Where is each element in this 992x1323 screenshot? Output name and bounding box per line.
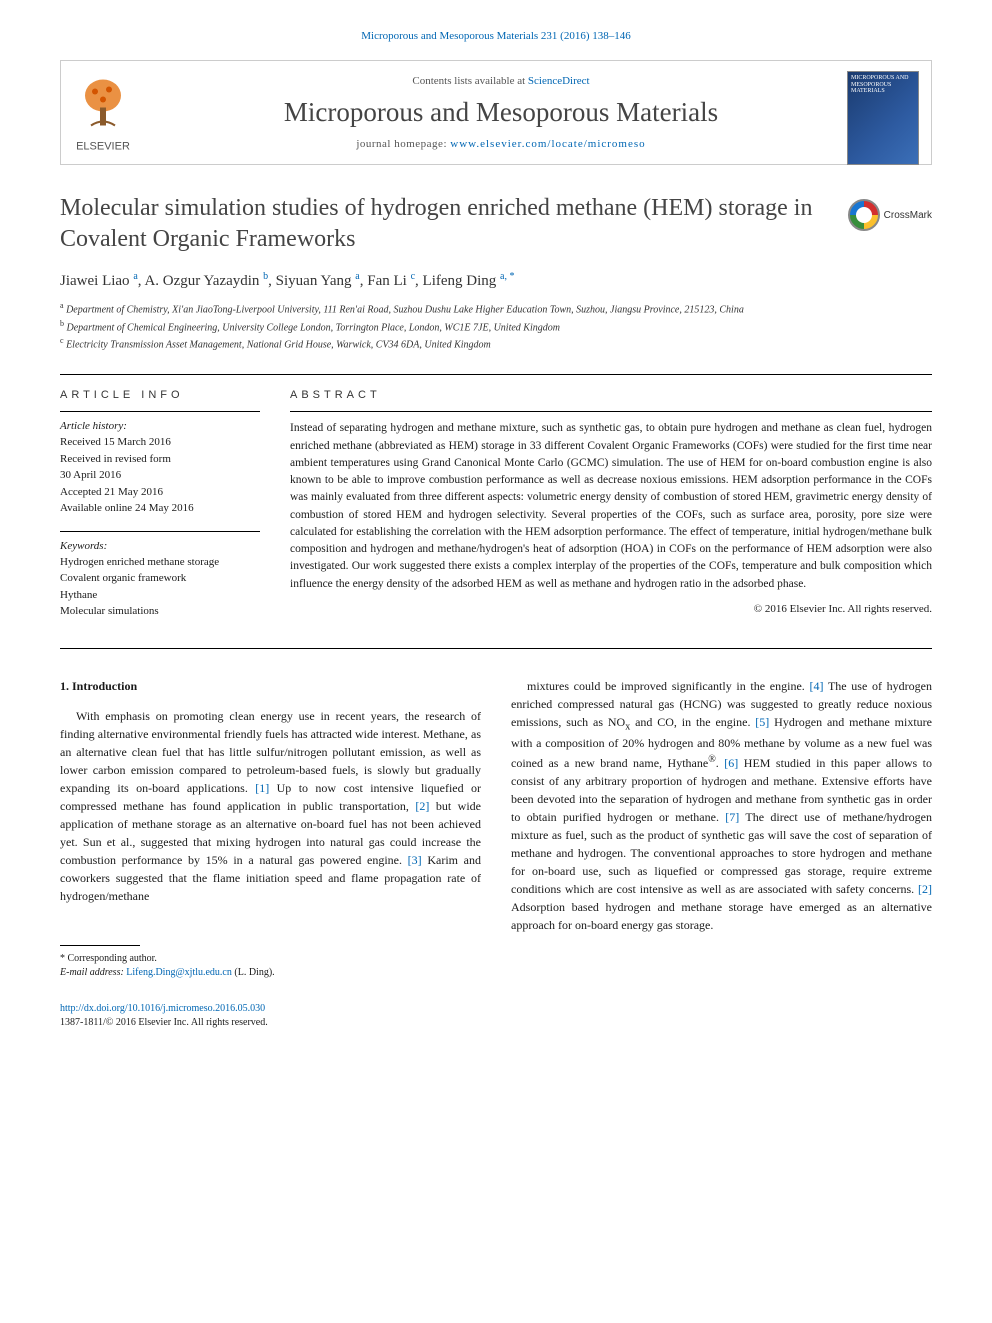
body-paragraph-left: With emphasis on promoting clean energy … bbox=[60, 707, 481, 905]
abstract-copyright: © 2016 Elsevier Inc. All rights reserved… bbox=[290, 603, 932, 615]
history-item: Available online 24 May 2016 bbox=[60, 500, 260, 517]
body-columns: 1. Introduction With emphasis on promoti… bbox=[60, 677, 932, 1030]
cover-title: MICROPOROUS AND MESOPOROUS MATERIALS bbox=[848, 72, 918, 98]
abstract-column: ABSTRACT Instead of separating hydrogen … bbox=[290, 389, 932, 620]
citation-header: Microporous and Mesoporous Materials 231… bbox=[60, 30, 932, 42]
elsevier-tree-icon bbox=[73, 73, 133, 133]
history-item: Received 15 March 2016 bbox=[60, 434, 260, 451]
homepage-link[interactable]: www.elsevier.com/locate/micromeso bbox=[450, 138, 645, 150]
history-list: Received 15 March 2016Received in revise… bbox=[60, 434, 260, 517]
publisher-name: ELSEVIER bbox=[73, 140, 133, 152]
sciencedirect-link[interactable]: ScienceDirect bbox=[528, 75, 590, 87]
crossmark-icon bbox=[848, 199, 880, 231]
email-link[interactable]: Lifeng.Ding@xjtlu.edu.cn bbox=[126, 967, 232, 978]
affiliation-line: b Department of Chemical Engineering, Un… bbox=[60, 318, 932, 335]
body-column-right: mixtures could be improved significantly… bbox=[511, 677, 932, 1030]
affiliation-line: c Electricity Transmission Asset Managem… bbox=[60, 335, 932, 352]
journal-name: Microporous and Mesoporous Materials bbox=[171, 97, 831, 128]
keyword-item: Covalent organic framework bbox=[60, 570, 260, 587]
history-item: Received in revised form bbox=[60, 451, 260, 468]
history-item: 30 April 2016 bbox=[60, 467, 260, 484]
keyword-item: Hydrogen enriched methane storage bbox=[60, 554, 260, 571]
intro-heading: 1. Introduction bbox=[60, 677, 481, 695]
doi-block: http://dx.doi.org/10.1016/j.micromeso.20… bbox=[60, 1002, 481, 1030]
corresponding-author-note: * Corresponding author. bbox=[60, 952, 481, 966]
journal-cover-thumbnail: MICROPOROUS AND MESOPOROUS MATERIALS bbox=[847, 71, 919, 165]
journal-header-box: ELSEVIER MICROPOROUS AND MESOPOROUS MATE… bbox=[60, 60, 932, 165]
abstract-subdivider bbox=[290, 411, 932, 412]
keyword-item: Molecular simulations bbox=[60, 603, 260, 620]
body-divider bbox=[60, 648, 932, 649]
issn-copyright: 1387-1811/© 2016 Elsevier Inc. All right… bbox=[60, 1017, 268, 1028]
contents-available-line: Contents lists available at ScienceDirec… bbox=[171, 75, 831, 87]
crossmark-badge[interactable]: CrossMark bbox=[848, 199, 932, 231]
publisher-logo: ELSEVIER bbox=[73, 73, 133, 152]
crossmark-label: CrossMark bbox=[884, 209, 932, 222]
affiliations: a Department of Chemistry, Xi'an JiaoTon… bbox=[60, 300, 932, 352]
author-list: Jiawei Liao a, A. Ozgur Yazaydin b, Siyu… bbox=[60, 271, 932, 290]
keywords-list: Hydrogen enriched methane storageCovalen… bbox=[60, 554, 260, 620]
article-info-heading: ARTICLE INFO bbox=[60, 389, 260, 401]
affiliation-line: a Department of Chemistry, Xi'an JiaoTon… bbox=[60, 300, 932, 317]
history-label: Article history: bbox=[60, 420, 260, 432]
info-subdivider bbox=[60, 411, 260, 412]
doi-link[interactable]: http://dx.doi.org/10.1016/j.micromeso.20… bbox=[60, 1003, 265, 1014]
keywords-label: Keywords: bbox=[60, 540, 260, 552]
info-abstract-row: ARTICLE INFO Article history: Received 1… bbox=[60, 389, 932, 620]
body-paragraph-right: mixtures could be improved significantly… bbox=[511, 677, 932, 934]
email-label: E-mail address: bbox=[60, 967, 126, 978]
footnote-separator bbox=[60, 945, 140, 946]
history-item: Accepted 21 May 2016 bbox=[60, 484, 260, 501]
body-column-left: 1. Introduction With emphasis on promoti… bbox=[60, 677, 481, 1030]
article-info-column: ARTICLE INFO Article history: Received 1… bbox=[60, 389, 260, 620]
title-text: Molecular simulation studies of hydrogen… bbox=[60, 195, 812, 252]
abstract-heading: ABSTRACT bbox=[290, 389, 932, 401]
section-divider bbox=[60, 374, 932, 375]
email-suffix: (L. Ding). bbox=[232, 967, 275, 978]
abstract-text: Instead of separating hydrogen and metha… bbox=[290, 420, 932, 593]
email-footnote: E-mail address: Lifeng.Ding@xjtlu.edu.cn… bbox=[60, 966, 481, 980]
article-title: Molecular simulation studies of hydrogen… bbox=[60, 193, 932, 255]
info-subdivider-2 bbox=[60, 531, 260, 532]
keyword-item: Hythane bbox=[60, 587, 260, 604]
homepage-prefix: journal homepage: bbox=[356, 138, 450, 150]
homepage-line: journal homepage: www.elsevier.com/locat… bbox=[171, 138, 831, 150]
contents-prefix: Contents lists available at bbox=[412, 75, 527, 87]
